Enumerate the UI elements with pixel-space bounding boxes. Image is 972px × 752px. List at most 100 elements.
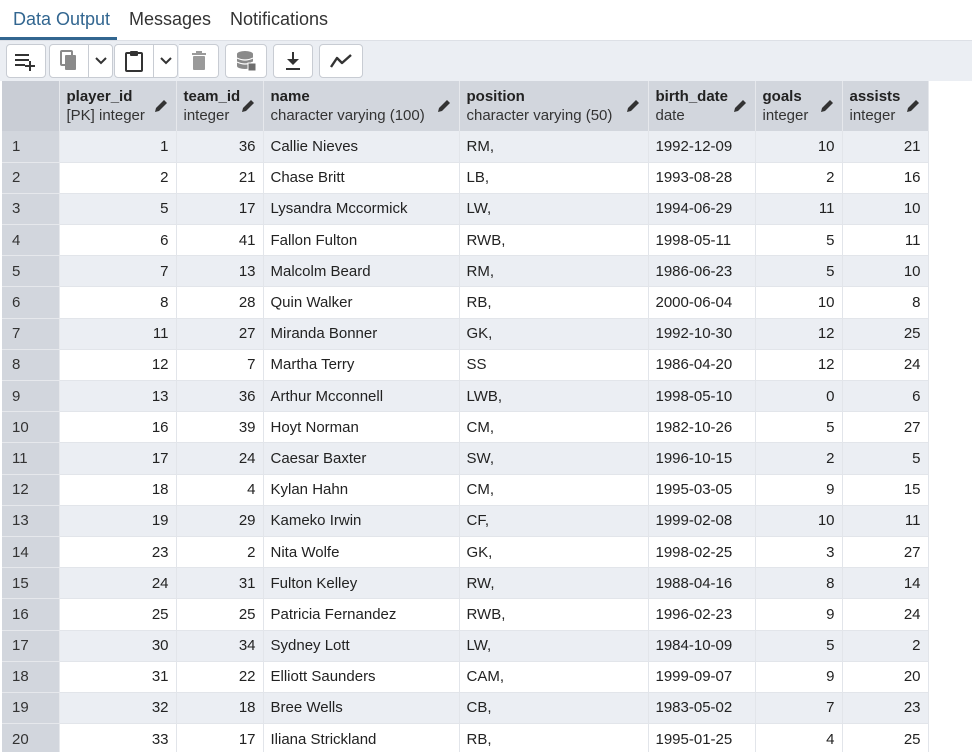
row-number[interactable]: 1 [2,131,60,163]
cell-team-id[interactable]: 17 [176,193,264,226]
row-number[interactable]: 2 [2,162,60,194]
cell-birth-date[interactable]: 1994-06-29 [648,193,756,226]
cell-team-id[interactable]: 25 [176,598,264,631]
cell-birth-date[interactable]: 1999-02-08 [648,505,756,537]
cell-name[interactable]: Bree Wells [263,692,460,725]
pencil-icon[interactable] [732,98,748,114]
cell-birth-date[interactable]: 1986-06-23 [648,255,756,288]
cell-player-id[interactable]: 7 [59,255,177,288]
cell-assists[interactable]: 25 [842,318,929,350]
row-number[interactable]: 19 [2,692,60,725]
cell-position[interactable]: RM, [459,131,649,163]
cell-name[interactable]: Miranda Bonner [263,318,460,350]
cell-name[interactable]: Hoyt Norman [263,411,460,444]
column-header[interactable]: goals integer [755,81,843,131]
cell-player-id[interactable]: 30 [59,630,177,662]
cell-team-id[interactable]: 2 [176,536,264,569]
cell-player-id[interactable]: 8 [59,286,177,319]
cell-goals[interactable]: 10 [755,131,843,163]
cell-name[interactable]: Fallon Fulton [263,224,460,257]
cell-team-id[interactable]: 36 [176,131,264,163]
cell-assists[interactable]: 23 [842,692,929,725]
cell-player-id[interactable]: 6 [59,224,177,257]
row-number[interactable]: 17 [2,630,60,662]
cell-birth-date[interactable]: 1995-01-25 [648,723,756,752]
cell-birth-date[interactable]: 1984-10-09 [648,630,756,662]
table-row[interactable]: 13 19 29 Kameko Irwin CF, 1999-02-08 10 11 [2,505,929,537]
cell-team-id[interactable]: 28 [176,286,264,319]
cell-name[interactable]: Sydney Lott [263,630,460,662]
cell-team-id[interactable]: 22 [176,661,264,693]
cell-position[interactable]: LB, [459,162,649,194]
table-row[interactable]: 8 12 7 Martha Terry SS 1986-04-20 12 24 [2,349,929,382]
tab-messages[interactable]: Messages [129,9,212,29]
table-row[interactable]: 17 30 34 Sydney Lott LW, 1984-10-09 5 2 [2,630,929,662]
cell-assists[interactable]: 16 [842,162,929,194]
row-number[interactable]: 14 [2,536,60,569]
cell-goals[interactable]: 10 [755,286,843,319]
cell-position[interactable]: RB, [459,723,649,752]
cell-team-id[interactable]: 7 [176,349,264,382]
cell-team-id[interactable]: 4 [176,474,264,506]
cell-assists[interactable]: 2 [842,630,929,662]
cell-position[interactable]: RWB, [459,598,649,631]
cell-assists[interactable]: 25 [842,723,929,752]
cell-assists[interactable]: 21 [842,131,929,163]
table-row[interactable]: 1 1 36 Callie Nieves RM, 1992-12-09 10 21 [2,131,929,163]
cell-name[interactable]: Callie Nieves [263,131,460,163]
cell-assists[interactable]: 24 [842,349,929,382]
table-row[interactable]: 20 33 17 Iliana Strickland RB, 1995-01-25 4 25 [2,723,929,752]
cell-birth-date[interactable]: 1999-09-07 [648,661,756,693]
row-number[interactable]: 10 [2,411,60,444]
cell-player-id[interactable]: 25 [59,598,177,631]
cell-assists[interactable]: 27 [842,536,929,569]
cell-goals[interactable]: 5 [755,411,843,444]
column-header[interactable]: name character varying (100) [263,81,460,131]
table-row[interactable]: 5 7 13 Malcolm Beard RM, 1986-06-23 5 10 [2,255,929,288]
cell-position[interactable]: CAM, [459,661,649,693]
cell-position[interactable]: GK, [459,536,649,569]
table-row[interactable]: 18 31 22 Elliott Saunders CAM, 1999-09-07 9 20 [2,661,929,693]
cell-team-id[interactable]: 21 [176,162,264,194]
cell-name[interactable]: Patricia Fernandez [263,598,460,631]
cell-birth-date[interactable]: 1988-04-16 [648,567,756,600]
cell-goals[interactable]: 12 [755,318,843,350]
cell-name[interactable]: Chase Britt [263,162,460,194]
cell-player-id[interactable]: 23 [59,536,177,569]
cell-name[interactable]: Kylan Hahn [263,474,460,506]
cell-assists[interactable]: 27 [842,411,929,444]
cell-name[interactable]: Fulton Kelley [263,567,460,600]
cell-player-id[interactable]: 32 [59,692,177,725]
cell-goals[interactable]: 10 [755,505,843,537]
cell-name[interactable]: Caesar Baxter [263,442,460,475]
cell-team-id[interactable]: 36 [176,380,264,413]
cell-team-id[interactable]: 41 [176,224,264,257]
cell-goals[interactable]: 2 [755,162,843,194]
table-row[interactable]: 15 24 31 Fulton Kelley RW, 1988-04-16 8 14 [2,567,929,600]
row-number[interactable]: 6 [2,286,60,319]
cell-team-id[interactable]: 39 [176,411,264,444]
cell-position[interactable]: CM, [459,411,649,444]
cell-assists[interactable]: 6 [842,380,929,413]
cell-name[interactable]: Nita Wolfe [263,536,460,569]
cell-assists[interactable]: 24 [842,598,929,631]
table-row[interactable]: 2 2 21 Chase Britt LB, 1993-08-28 2 16 [2,162,929,194]
pencil-icon[interactable] [153,98,169,114]
add-row-button[interactable] [6,44,46,78]
cell-name[interactable]: Quin Walker [263,286,460,319]
cell-team-id[interactable]: 17 [176,723,264,752]
table-row[interactable]: 16 25 25 Patricia Fernandez RWB, 1996-02-23 9 2… [2,598,929,631]
column-header[interactable]: player_id [PK] integer [59,81,177,131]
cell-position[interactable]: RM, [459,255,649,288]
cell-goals[interactable]: 3 [755,536,843,569]
cell-birth-date[interactable]: 1992-10-30 [648,318,756,350]
cell-birth-date[interactable]: 1992-12-09 [648,131,756,163]
cell-team-id[interactable]: 34 [176,630,264,662]
row-number[interactable]: 4 [2,224,60,257]
cell-goals[interactable]: 9 [755,474,843,506]
table-row[interactable]: 9 13 36 Arthur Mcconnell LWB, 1998-05-10 0 6 [2,380,929,413]
cell-player-id[interactable]: 5 [59,193,177,226]
cell-name[interactable]: Martha Terry [263,349,460,382]
cell-goals[interactable]: 8 [755,567,843,600]
cell-assists[interactable]: 5 [842,442,929,475]
